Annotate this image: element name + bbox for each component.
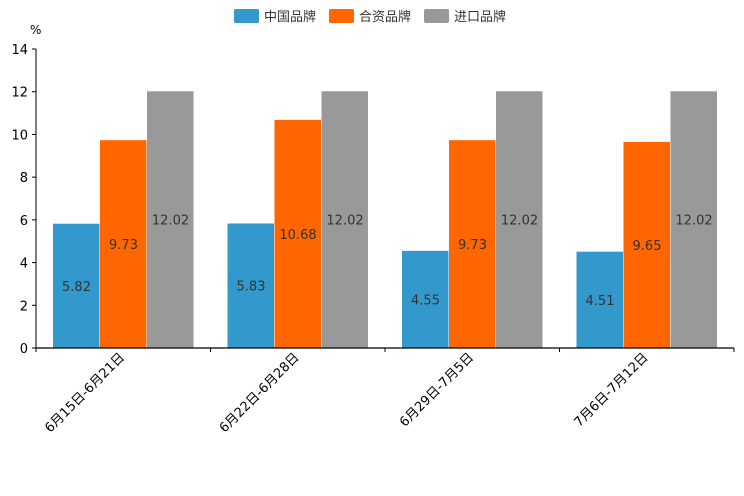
bar-value-label: 5.82 <box>62 280 91 295</box>
bar-value-label: 12.02 <box>501 214 538 229</box>
y-tick-label: 6 <box>20 214 28 229</box>
bar <box>449 140 496 348</box>
bar <box>274 119 321 348</box>
bar <box>402 250 449 348</box>
legend-label: 合资品牌 <box>359 9 411 25</box>
bar <box>53 223 100 348</box>
bar-value-label: 12.02 <box>675 214 712 229</box>
x-tick-label: 6月15日-6月21日 <box>42 350 128 436</box>
bar-value-label: 12.02 <box>326 214 363 229</box>
bar <box>147 91 194 348</box>
bar-value-label: 5.83 <box>237 280 266 295</box>
bar <box>576 251 623 348</box>
y-axis-unit-label: % <box>30 23 41 37</box>
bar-value-label: 10.68 <box>279 228 316 243</box>
bar <box>670 91 717 348</box>
legend: 中国品牌 合资品牌 进口品牌 <box>234 9 506 25</box>
y-tick-label: 0 <box>20 342 28 357</box>
bar-value-label: 9.73 <box>458 238 487 253</box>
bar <box>496 91 543 348</box>
y-axis: 0 2 4 6 8 10 12 14 <box>11 43 37 357</box>
legend-swatch <box>424 9 449 23</box>
x-axis: 6月15日-6月21日 6月22日-6月28日 6月29日-7月5日 7月6日-7月1… <box>35 347 735 436</box>
y-tick-label: 14 <box>11 43 28 58</box>
legend-label: 中国品牌 <box>264 9 316 25</box>
bar-value-label: 9.65 <box>633 239 662 254</box>
data-labels: 5.82 5.83 4.55 4.51 9.73 10.68 9.73 9.65 12.02 12… <box>62 214 713 309</box>
bar-value-label: 12.02 <box>152 214 189 229</box>
x-tick-label: 7月6日-7月12日 <box>572 350 652 430</box>
x-tick-label: 6月29日-7月5日 <box>397 350 477 430</box>
bar-value-label: 9.73 <box>109 238 138 253</box>
x-tick-label: 6月22日-6月28日 <box>217 350 303 436</box>
bar <box>321 91 368 348</box>
bar-value-label: 4.55 <box>411 293 440 308</box>
bars <box>53 91 717 348</box>
bar <box>100 140 147 348</box>
y-tick-label: 12 <box>11 86 28 101</box>
y-tick-label: 10 <box>11 128 28 143</box>
legend-label: 进口品牌 <box>454 9 506 25</box>
y-tick-label: 2 <box>20 299 28 314</box>
legend-swatch <box>329 9 354 23</box>
bar <box>623 141 670 348</box>
y-tick-label: 4 <box>20 257 28 272</box>
bar-value-label: 4.51 <box>586 294 615 309</box>
legend-swatch <box>234 9 259 23</box>
bar <box>227 223 274 348</box>
y-tick-label: 8 <box>20 171 28 186</box>
